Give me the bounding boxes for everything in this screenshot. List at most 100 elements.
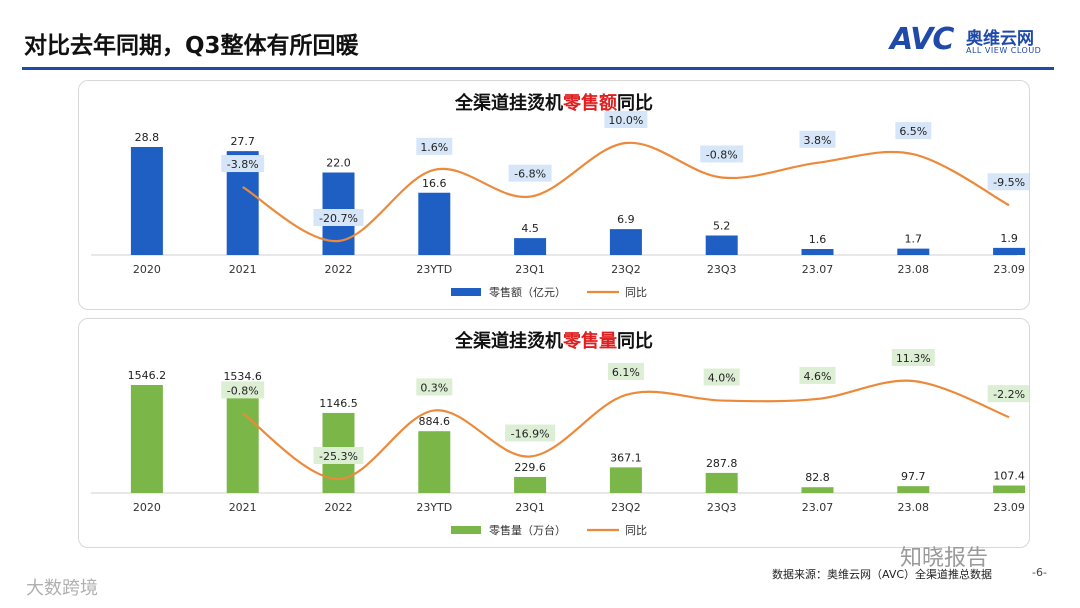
bar-value-label: 107.4 — [993, 469, 1025, 482]
yoy-label-bg — [416, 378, 453, 396]
retail-sales-chart-panel: 全渠道挂烫机零售额同比 28.8 2020 27.7 2021 22.0 2022 16.6 2… — [78, 80, 1030, 310]
bar-23YTD — [418, 192, 451, 255]
x-tick-label: 23.08 — [898, 501, 930, 514]
bar-23Q2 — [609, 229, 642, 255]
page-number: -6- — [1032, 566, 1047, 579]
bar-value-label: 1146.5 — [319, 397, 358, 410]
bar-value-label: 1.9 — [1000, 232, 1018, 245]
yoy-label-bg — [604, 111, 648, 128]
yoy-label-bg — [416, 137, 453, 155]
bar-23Q3 — [705, 235, 738, 255]
x-tick-label: 23.08 — [898, 263, 930, 276]
logo-mark: AVC — [890, 22, 954, 57]
yoy-label-bg — [508, 164, 552, 182]
yoy-label-bg — [987, 173, 1029, 191]
yoy-label: -0.8% — [227, 384, 259, 397]
chart-title-prefix: 全渠道挂烫机 — [454, 92, 563, 114]
bar-value-label: 367.1 — [610, 451, 642, 464]
x-tick-label: 23Q2 — [611, 263, 641, 276]
legend-bar-swatch — [451, 288, 481, 296]
bar-value-label: 1546.2 — [128, 369, 166, 382]
yoy-label-bg — [221, 381, 265, 399]
yoy-label: 1.6% — [420, 141, 448, 154]
bar-value-label: 287.8 — [706, 457, 738, 470]
yoy-label-bg — [700, 145, 744, 163]
x-tick-label: 23.09 — [993, 263, 1025, 276]
retail-sales-chart: 全渠道挂烫机零售额同比 28.8 2020 27.7 2021 22.0 2022 16.6 2… — [91, 92, 1029, 299]
legend-bar-label: 零售量（万台） — [489, 523, 566, 537]
page-title: 对比去年同期，Q3整体有所回暖 — [24, 33, 359, 59]
data-source-note: 数据来源：奥维云网（AVC）全渠道推总数据 — [772, 568, 993, 581]
yoy-label-bg — [607, 362, 644, 380]
watermark-dashu: 大数跨境 — [26, 578, 98, 599]
x-tick-label: 23Q2 — [611, 501, 641, 514]
x-tick-label: 23Q1 — [515, 263, 545, 276]
yoy-label-bg — [313, 447, 364, 464]
chart-title: 全渠道挂烫机零售额同比 — [454, 92, 653, 114]
bar-value-label: 27.7 — [230, 135, 255, 148]
yoy-label: 11.3% — [896, 352, 931, 365]
bar-23.09 — [993, 247, 1026, 255]
chart-title-suffix: 同比 — [617, 93, 653, 114]
chart-title-highlight: 零售量 — [562, 330, 617, 352]
yoy-label: 6.1% — [612, 366, 640, 379]
bar-value-label: 884.6 — [419, 415, 451, 428]
x-tick-label: 23.07 — [802, 501, 834, 514]
yoy-label: 0.3% — [420, 381, 448, 394]
yoy-label-bg — [703, 368, 740, 386]
yoy-label: -0.8% — [706, 148, 738, 161]
yoy-label-bg — [987, 385, 1029, 403]
x-tick-label: 23Q3 — [707, 263, 737, 276]
bar-2020 — [130, 147, 163, 255]
x-tick-label: 23.07 — [802, 263, 834, 276]
bar-value-label: 28.8 — [135, 131, 160, 144]
yoy-label: 6.5% — [899, 125, 927, 138]
bar-value-label: 22.0 — [326, 157, 351, 170]
bar-value-label: 4.5 — [521, 222, 539, 235]
bar-23.08 — [897, 248, 930, 255]
header-divider — [22, 67, 1054, 70]
x-tick-label: 23.09 — [993, 501, 1025, 514]
logo-english-name: ALL VIEW CLOUD — [966, 46, 1042, 55]
bar-23Q1 — [514, 238, 547, 255]
yoy-line — [242, 379, 1010, 481]
bar-23.08 — [897, 486, 930, 493]
legend-bar-label: 零售额（亿元） — [489, 285, 566, 299]
yoy-label-bg — [799, 130, 836, 148]
avc-logo: AVC 奥维云网 ALL VIEW CLOUD — [890, 20, 1060, 60]
x-tick-label: 2022 — [325, 263, 353, 276]
bar-value-label: 6.9 — [617, 213, 635, 226]
yoy-label-bg — [799, 366, 836, 384]
yoy-label: -2.2% — [993, 388, 1025, 401]
yoy-label: 4.0% — [708, 372, 736, 385]
bar-value-label: 82.8 — [805, 471, 830, 484]
bar-23Q1 — [514, 476, 547, 493]
bar-23Q2 — [609, 467, 642, 493]
bar-value-label: 16.6 — [422, 177, 447, 190]
x-tick-label: 2020 — [133, 501, 161, 514]
yoy-label-bg — [505, 424, 556, 442]
bar-value-label: 1.6 — [809, 233, 827, 246]
yoy-label: -3.8% — [227, 158, 259, 171]
x-tick-label: 23Q1 — [515, 501, 545, 514]
x-tick-label: 23YTD — [416, 263, 452, 276]
bar-value-label: 1534.6 — [223, 370, 262, 383]
yoy-label: 4.6% — [804, 370, 832, 383]
bar-value-label: 5.2 — [713, 220, 731, 233]
legend-bar-swatch — [451, 526, 481, 534]
bar-2021 — [226, 385, 259, 493]
yoy-label: -6.8% — [514, 168, 546, 181]
x-tick-label: 2020 — [133, 263, 161, 276]
bar-23.09 — [993, 485, 1026, 493]
x-tick-label: 23Q3 — [707, 501, 737, 514]
bar-23.07 — [801, 249, 834, 255]
logo-chinese-name: 奥维云网 — [966, 29, 1034, 49]
bar-23Q3 — [705, 472, 738, 493]
chart-title: 全渠道挂烫机零售量同比 — [454, 330, 653, 352]
yoy-label: -20.7% — [319, 212, 358, 225]
x-tick-label: 2021 — [229, 501, 257, 514]
retail-volume-chart: 全渠道挂烫机零售量同比 1546.2 2020 1534.6 2021 1146.5 202… — [91, 330, 1029, 537]
x-tick-label: 2021 — [229, 263, 257, 276]
yoy-label: -9.5% — [993, 176, 1025, 189]
bar-value-label: 97.7 — [901, 470, 926, 483]
